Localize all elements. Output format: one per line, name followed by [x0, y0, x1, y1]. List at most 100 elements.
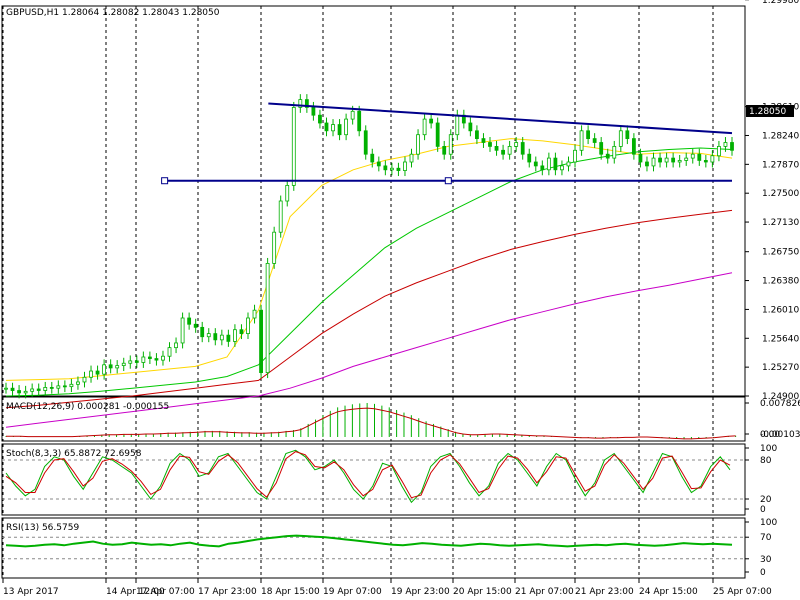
candle-body: [350, 110, 355, 120]
price-label: 1.28050: [749, 107, 786, 117]
moving-average-line: [5, 209, 733, 409]
candle-body: [533, 161, 538, 167]
candle-body: [76, 381, 80, 385]
candle-body: [520, 142, 525, 155]
candle-body: [128, 360, 133, 364]
candle-body: [625, 130, 630, 140]
indicator-tick-label: 20: [760, 495, 772, 505]
y-tick-label: 1.29980: [762, 0, 799, 6]
macd-signal-line: [6, 407, 736, 440]
candle-body: [684, 157, 689, 161]
y-tick-label: 1.25640: [762, 334, 799, 344]
candle-body: [383, 165, 388, 171]
candle-body: [147, 356, 152, 359]
x-tick-label: 18 Apr 15:00: [261, 587, 320, 597]
candle-body: [422, 118, 427, 136]
candle-body: [389, 167, 394, 171]
candle-body: [10, 387, 15, 391]
candle-body: [95, 370, 100, 375]
macd-panel-frame: [1, 396, 746, 442]
candle-body: [501, 149, 505, 155]
upper-resistance-line: [268, 102, 733, 135]
trendlines: [161, 102, 733, 185]
candle-body: [651, 157, 656, 167]
x-tick-label: 14 Apr 12:00: [106, 587, 165, 597]
candle-body: [363, 130, 368, 155]
price-label-bg: [746, 105, 794, 117]
indicator-tick-label: 0: [760, 568, 766, 578]
y-tick-label: 1.28240: [762, 131, 799, 141]
candle-body: [429, 118, 434, 124]
candle-body: [599, 142, 604, 155]
y-tick-label: 1.24900: [762, 392, 799, 402]
candle-body: [717, 145, 721, 157]
candle-body: [664, 157, 669, 163]
candle-body: [514, 142, 519, 147]
moving-average-line: [5, 138, 733, 381]
candle-body: [435, 122, 440, 147]
candle-body: [566, 161, 571, 167]
rsi-line-path: [5, 534, 733, 548]
candle-body: [4, 387, 8, 390]
y-tick-label: 1.27130: [762, 218, 799, 228]
candle-body: [677, 160, 682, 163]
candle-body: [540, 165, 545, 171]
x-tick-label: 21 Apr 07:00: [515, 587, 574, 597]
candle-body: [331, 124, 335, 132]
candle-body: [481, 138, 486, 143]
candle-body: [618, 130, 623, 147]
candle-body: [180, 317, 185, 344]
candle-body: [337, 124, 342, 136]
candle-body: [409, 153, 414, 163]
indicator-tick-label: 0.007826: [760, 399, 800, 409]
candle-body: [291, 107, 296, 186]
trendline-handle[interactable]: [161, 177, 169, 185]
candle-body: [468, 122, 473, 132]
candle-body: [645, 161, 649, 167]
candle-body: [357, 110, 362, 132]
candle-body: [278, 200, 283, 233]
y-tick-label: 1.26750: [762, 248, 799, 258]
candle-body: [265, 262, 270, 373]
candle-body: [324, 122, 329, 132]
candle-body: [108, 364, 113, 369]
trendline-handle[interactable]: [444, 177, 452, 185]
candle-body: [36, 388, 41, 391]
candle-body: [344, 118, 349, 136]
x-tick-label: 21 Apr 23:00: [575, 587, 634, 597]
x-tick-label: 17 Apr 23:00: [198, 587, 257, 597]
rsi-line: [2, 534, 745, 560]
candle-body: [442, 145, 447, 155]
candle-body: [416, 134, 420, 155]
y-tick-label: 1.25270: [762, 363, 799, 373]
candle-body: [30, 388, 35, 392]
candle-body: [161, 355, 165, 361]
y-axis-ticks: 1.299801.286101.282401.278701.275001.271…: [745, 0, 799, 402]
candle-body: [154, 358, 159, 361]
candle-body: [546, 157, 551, 171]
main-title: GBPUSD,H1 1.28064 1.28082 1.28043 1.2805…: [6, 8, 220, 18]
candle-body: [304, 99, 309, 108]
candle-body: [507, 145, 512, 155]
candle-body: [475, 130, 479, 140]
candle-body: [200, 326, 205, 338]
stoch-line: [5, 451, 731, 499]
candle-body: [631, 138, 636, 155]
x-tick-label: 20 Apr 15:00: [453, 587, 512, 597]
moving-average-line: [5, 272, 733, 428]
candle-body: [592, 138, 597, 143]
x-tick-label: 19 Apr 23:00: [391, 587, 450, 597]
rsi-panel-frame: [1, 517, 746, 579]
candle-body: [573, 149, 577, 163]
candle-body: [730, 142, 734, 151]
moving-average-line: [5, 147, 733, 397]
y-tick-label: 1.26380: [762, 277, 799, 287]
candle-body: [318, 114, 322, 124]
rsi-title: RSI(13) 56.5759: [6, 523, 79, 533]
grid-lines: [2, 6, 714, 578]
candle-body: [370, 153, 375, 163]
candle-body: [671, 157, 676, 163]
